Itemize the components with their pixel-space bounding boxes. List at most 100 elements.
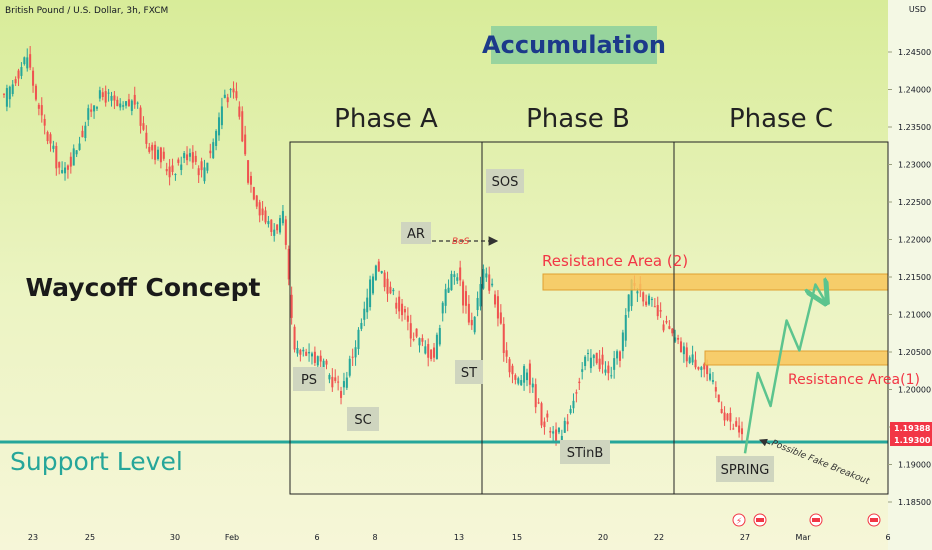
candle-body [142, 123, 145, 130]
candle-body [456, 277, 459, 281]
candle-body [494, 294, 497, 305]
candle-body [560, 435, 563, 443]
candle-body [23, 57, 26, 65]
candle-body [159, 147, 162, 163]
y-tick-label: 1.21500 [898, 273, 931, 282]
candle-body [290, 294, 293, 318]
y-tick-label: 1.22500 [898, 198, 931, 207]
candle-body [709, 373, 712, 380]
candle-body [174, 174, 177, 176]
resistance-area-2-zone[interactable] [542, 273, 889, 291]
event-ar[interactable]: AR [401, 222, 431, 244]
x-tick-label: 20 [598, 533, 608, 542]
candle-body [325, 360, 328, 365]
phase-c-box[interactable] [673, 141, 889, 495]
candle-body [342, 381, 345, 388]
candle-body [613, 358, 616, 370]
candle-body [688, 357, 691, 363]
candle-body [674, 337, 677, 342]
economic-events[interactable]: ⚡ [732, 513, 881, 527]
y-tick-label: 1.21000 [898, 311, 931, 320]
projection-path[interactable] [743, 285, 825, 454]
us-flag-icon-stripe [870, 518, 878, 522]
candle-body [78, 143, 81, 150]
candle-body [601, 354, 604, 365]
candle-body [502, 323, 505, 354]
candle-body [197, 168, 200, 176]
resistance-area-1-zone[interactable] [704, 350, 889, 366]
candle-body [319, 355, 322, 362]
resistance-area-1-label: Resistance Area(1) [788, 372, 920, 388]
candle-body [331, 376, 334, 388]
event-sc-box [347, 407, 379, 431]
event-ar-label: AR [407, 227, 425, 242]
candle-body [345, 377, 348, 388]
candle-body [473, 316, 476, 333]
flash-icon[interactable] [732, 513, 746, 527]
event-ps[interactable]: PS [293, 367, 325, 391]
candle-body [273, 229, 276, 236]
y-tick-label: 1.24500 [898, 48, 931, 57]
candle-body [668, 326, 671, 329]
candle-body [491, 283, 494, 286]
candles-layer [2, 46, 744, 447]
candle-body [525, 372, 529, 381]
candle-body [32, 70, 35, 86]
candle-body [229, 89, 232, 91]
candle-body [101, 92, 104, 97]
candle-body [520, 380, 523, 386]
x-tick-label: 8 [372, 533, 377, 542]
x-tick-label: Feb [225, 533, 239, 542]
candle-body [293, 326, 296, 350]
price-label: 1.19300 [894, 436, 931, 445]
candle-body [334, 377, 337, 381]
event-stinb[interactable]: STinB [560, 440, 610, 464]
y-tick-label: 1.20500 [898, 348, 931, 357]
y-tick-label: 1.22000 [898, 236, 931, 245]
candle-body [659, 310, 662, 312]
candle-body [107, 92, 110, 94]
candle-body [627, 294, 630, 312]
candle-body [310, 353, 314, 357]
candle-body [383, 272, 386, 288]
candle-body [671, 328, 674, 334]
candle-body [340, 390, 343, 398]
candle-body [261, 208, 264, 216]
candle-body [95, 107, 98, 109]
candle-body [145, 132, 148, 144]
candle-body [595, 352, 598, 364]
phase-a-label: Phase A [334, 104, 438, 134]
candle-body [412, 339, 415, 341]
candle-body [566, 421, 569, 425]
candle-body [706, 365, 709, 375]
candle-body [540, 403, 543, 426]
event-spring[interactable]: SPRING [716, 456, 774, 482]
candle-body [470, 319, 473, 326]
candle-body [572, 400, 575, 409]
candle-body [555, 429, 558, 441]
x-tick-label: 15 [512, 533, 522, 542]
event-sos[interactable]: SOS [486, 169, 524, 193]
candle-body [569, 408, 572, 413]
candle-body [584, 356, 587, 367]
candle-body [685, 347, 688, 362]
candle-body [488, 274, 491, 291]
candle-body [645, 301, 648, 306]
event-st[interactable]: ST [455, 360, 483, 384]
x-tick-label: 25 [85, 533, 95, 542]
x-axis[interactable]: 23 25 Feb 30 6 8 13 15 20 22 27 Mar 6 [28, 533, 891, 542]
candle-body [69, 156, 72, 167]
candle-body [409, 323, 412, 339]
phase-c-label: Phase C [729, 104, 833, 134]
candle-body [534, 384, 537, 408]
candle-body [610, 375, 613, 377]
candle-body [226, 97, 229, 103]
candle-body [46, 132, 49, 142]
event-sc[interactable]: SC [347, 407, 379, 431]
candle-body [604, 369, 607, 373]
candle-body [270, 219, 273, 232]
price-label-box [890, 422, 932, 434]
candle-body [235, 91, 238, 99]
